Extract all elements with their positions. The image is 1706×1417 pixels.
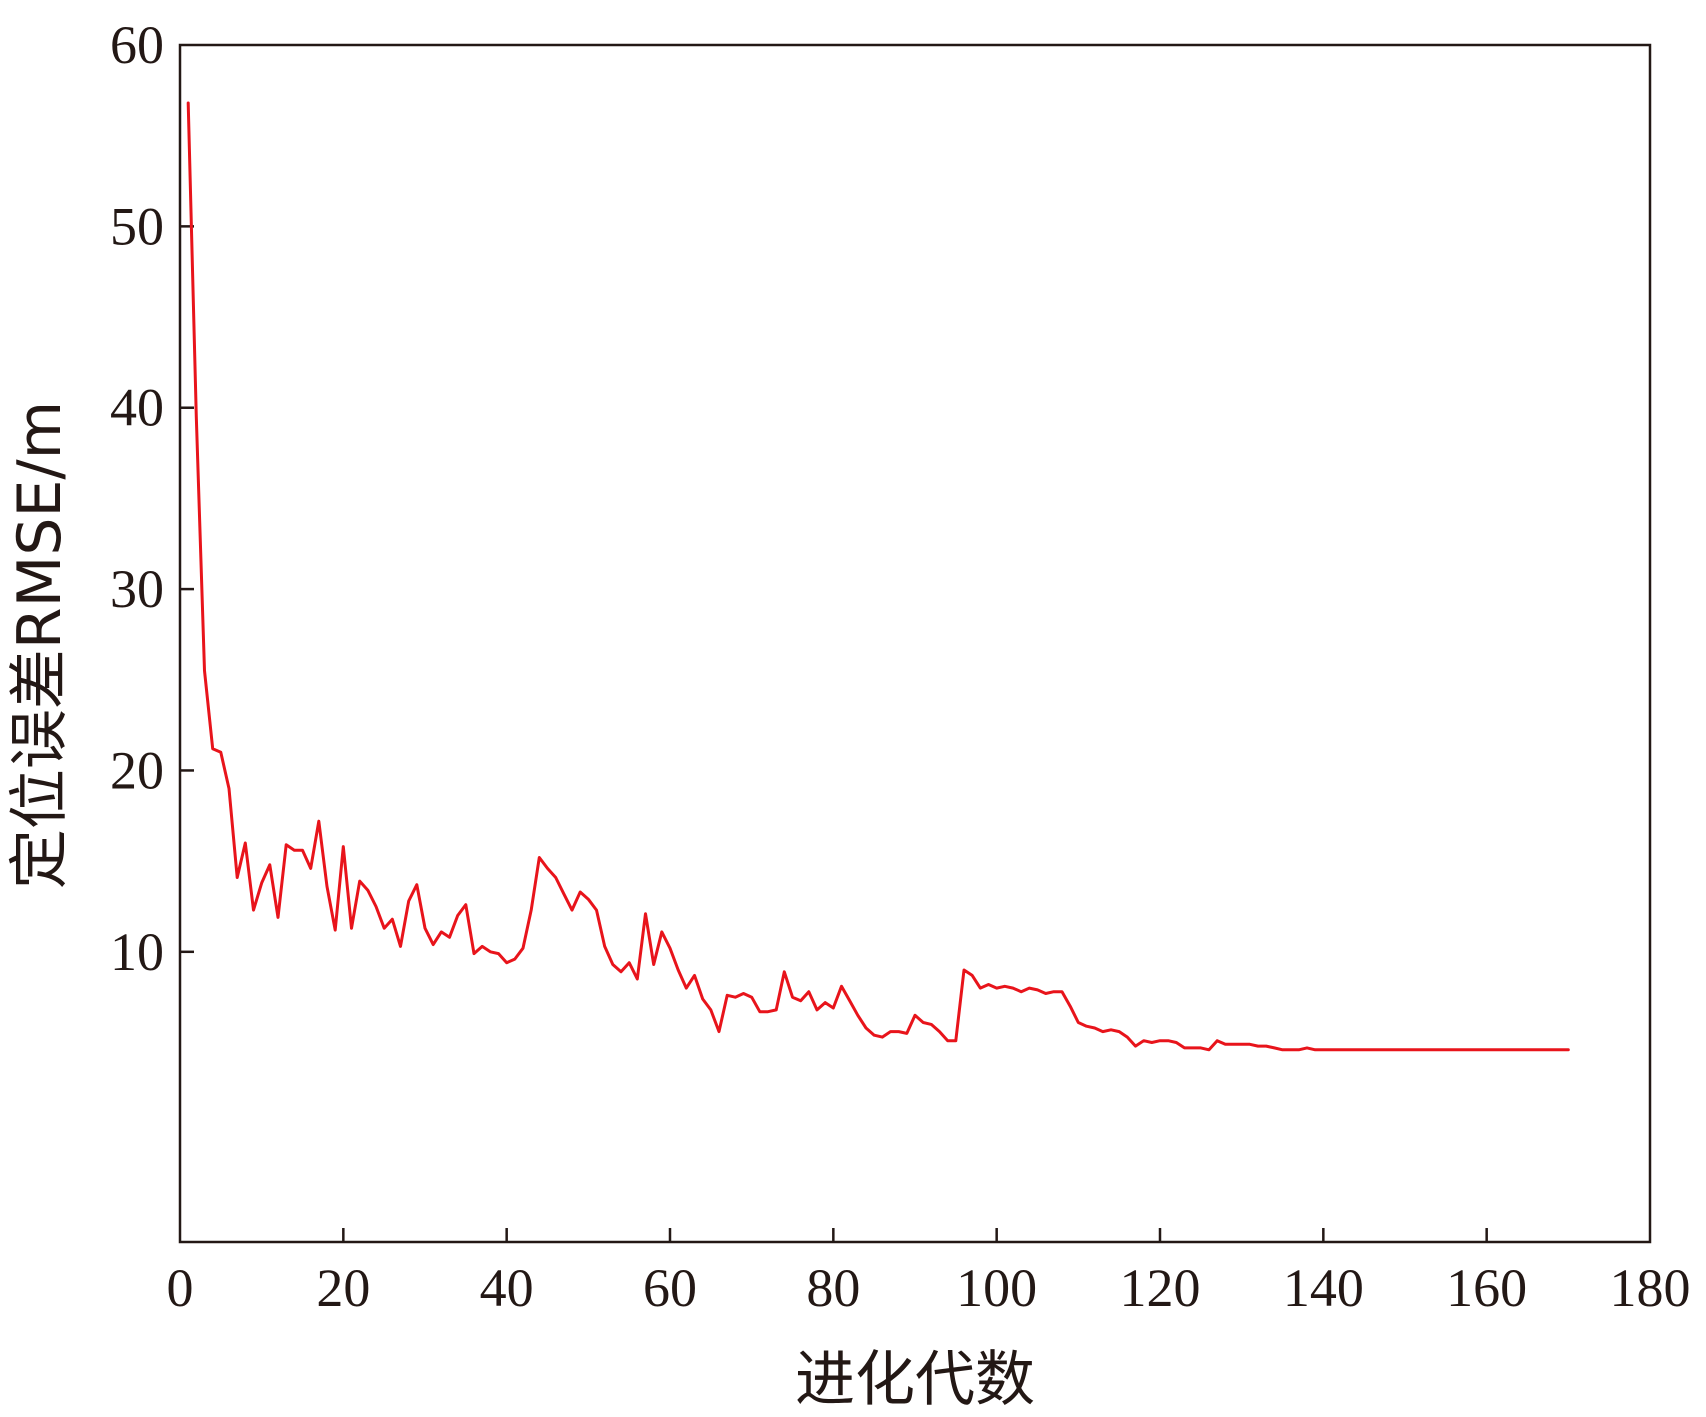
x-tick-label: 100	[956, 1258, 1037, 1318]
x-tick-label: 80	[806, 1258, 860, 1318]
y-tick-label: 60	[110, 15, 164, 75]
tick-labels: 0 20 40 60 80 100 120 140 160 180 10 20 30 40 50 60	[110, 15, 1691, 1318]
x-tick-label: 0	[167, 1258, 194, 1318]
x-tick-label: 180	[1610, 1258, 1691, 1318]
y-axis-title: 定位误差RMSE/m	[5, 401, 75, 889]
x-axis-title: 进化代数	[795, 1345, 1035, 1415]
y-tick-label: 40	[110, 378, 164, 438]
x-tick-label: 40	[480, 1258, 534, 1318]
x-tick-label: 120	[1120, 1258, 1201, 1318]
ticks	[180, 225, 1488, 1242]
x-tick-label: 60	[643, 1258, 697, 1318]
series-line	[186, 101, 1570, 1052]
series	[186, 101, 1570, 1052]
x-tick-label: 160	[1446, 1258, 1527, 1318]
y-tick-label: 30	[110, 559, 164, 619]
y-tick-label: 50	[110, 196, 164, 256]
x-tick-label: 20	[316, 1258, 370, 1318]
plot-frame	[178, 43, 1652, 1244]
x-tick-label: 140	[1283, 1258, 1364, 1318]
y-tick-label: 10	[110, 922, 164, 982]
y-tick-label: 20	[110, 740, 164, 800]
